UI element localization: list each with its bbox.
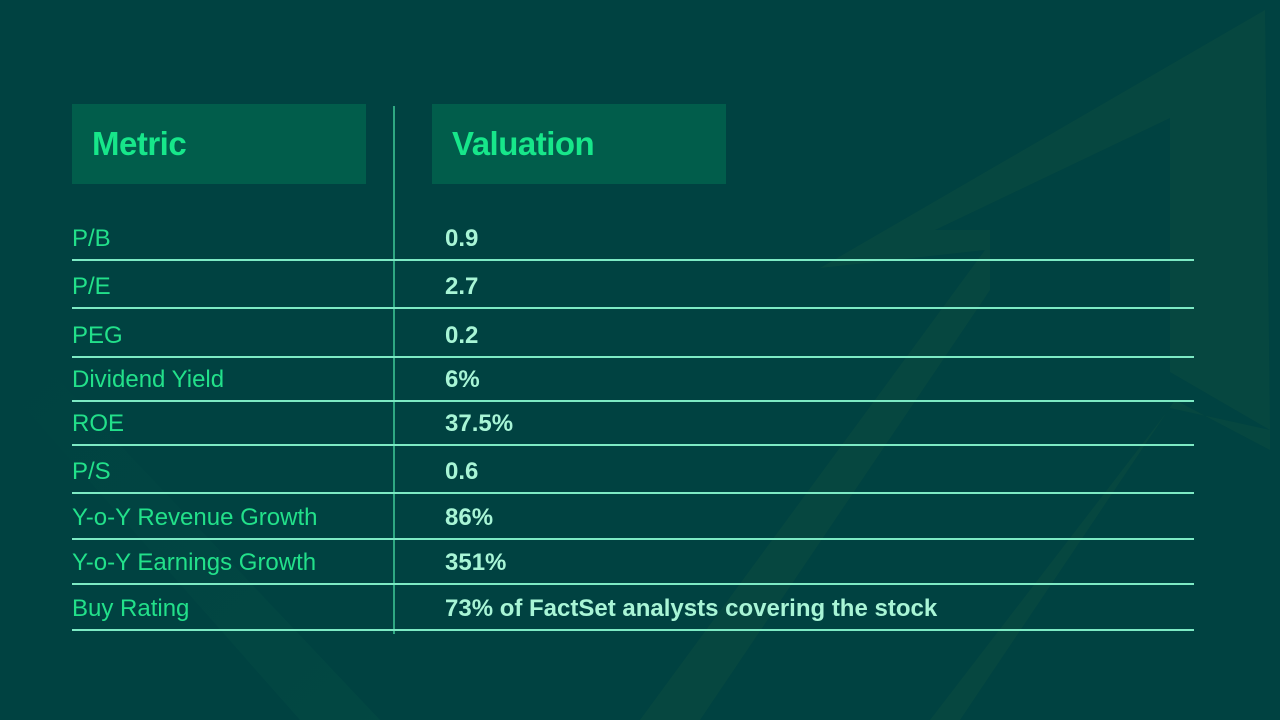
metric-value: 0.2 [445, 322, 479, 349]
metric-label: Buy Rating [72, 595, 190, 622]
table-row: P/E 2.7 [72, 261, 1194, 309]
metric-column-header: Metric [72, 104, 366, 184]
metric-value: 73% of FactSet analysts covering the sto… [445, 595, 938, 622]
table-row: Y-o-Y Earnings Growth 351% [72, 540, 1194, 585]
metric-label: ROE [72, 410, 125, 437]
metric-value: 0.6 [445, 458, 479, 485]
metric-value: 37.5% [445, 410, 514, 437]
column-divider [393, 106, 395, 634]
metric-label: Dividend Yield [72, 366, 225, 393]
metric-label: Y-o-Y Earnings Growth [72, 549, 317, 576]
metric-label: Y-o-Y Revenue Growth [72, 504, 318, 531]
table-row: ROE 37.5% [72, 402, 1194, 446]
metric-label: P/E [72, 273, 111, 300]
metric-value: 0.9 [445, 225, 479, 252]
table-row: Dividend Yield 6% [72, 358, 1194, 402]
table-row: Y-o-Y Revenue Growth 86% [72, 494, 1194, 540]
table-row: Buy Rating 73% of FactSet analysts cover… [72, 585, 1194, 631]
metric-label: P/S [72, 458, 111, 485]
metric-label: PEG [72, 322, 123, 349]
valuation-header-label: Valuation [452, 125, 595, 162]
metric-value: 86% [445, 504, 494, 531]
metric-value: 6% [445, 366, 480, 393]
metric-value: 351% [445, 549, 507, 576]
metric-value: 2.7 [445, 273, 479, 300]
table-row: P/S 0.6 [72, 446, 1194, 494]
table-row: P/B 0.9 [72, 212, 1194, 261]
metric-label: P/B [72, 225, 111, 252]
metric-header-label: Metric [92, 125, 187, 162]
valuation-column-header: Valuation [432, 104, 726, 184]
table-row: PEG 0.2 [72, 309, 1194, 358]
